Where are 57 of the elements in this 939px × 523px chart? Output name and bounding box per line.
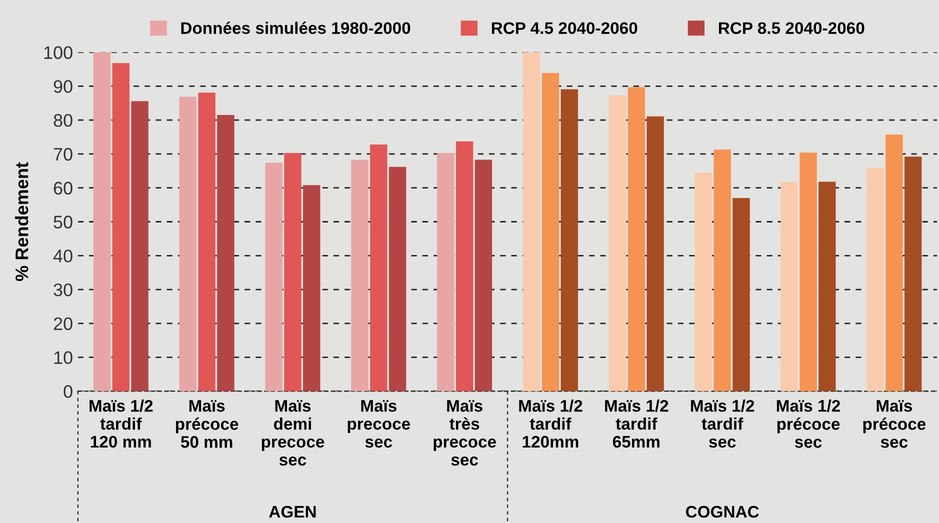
x-tick-label: Maïs demi precoce sec: [262, 400, 324, 466]
legend-label: RCP 8.5 2040-2060: [718, 22, 864, 34]
bar: [646, 116, 664, 392]
y-tick-label: 30: [54, 283, 72, 296]
y-tick-label: 0: [64, 385, 72, 398]
bar: [388, 166, 406, 392]
bar: [560, 89, 578, 392]
bar: [818, 182, 836, 392]
bar: [370, 144, 388, 392]
bar: [628, 87, 645, 392]
bar: [351, 160, 368, 392]
bar: [303, 185, 320, 392]
bar: [904, 156, 922, 392]
y-tick-label: 100: [44, 46, 72, 60]
bar: [93, 52, 111, 392]
bar: [714, 150, 731, 392]
x-tick-label: Maïs 1/2 précoce sec: [776, 400, 840, 448]
y-tick-label: 60: [54, 182, 72, 195]
x-tick-label: Maïs précoce 50 mm: [176, 400, 238, 448]
x-tick-label: Maïs précoce sec: [863, 400, 926, 448]
y-tick-label: 70: [54, 148, 72, 161]
bar: [284, 152, 302, 392]
y-tick-label: 40: [53, 250, 72, 262]
x-tick-label: Maïs 1/2 tardif 120mm: [519, 400, 582, 448]
bar: [474, 160, 492, 392]
y-tick-label: 80: [54, 114, 72, 127]
bar: [437, 152, 454, 392]
bar: [694, 172, 712, 392]
bar: [217, 114, 234, 392]
bar: [732, 198, 750, 392]
x-tick-label: Maïs 1/2 tardif 120 mm: [90, 400, 153, 448]
y-tick-label: 90: [54, 80, 72, 93]
y-tick-label: 10: [54, 351, 72, 364]
bar: [198, 92, 216, 392]
x-tick-label: Maïs 1/2 tardif sec: [691, 400, 754, 448]
y-tick-label: 50: [54, 216, 72, 228]
bar: [886, 134, 903, 392]
y-tick-label: 20: [54, 317, 72, 330]
bar: [456, 141, 474, 392]
legend-label: RCP 4.5 2040-2060: [492, 22, 638, 34]
y-axis-title: % Rendement: [15, 162, 28, 281]
text: COGNAC: [686, 506, 759, 518]
bar: [780, 182, 798, 392]
bar: [131, 101, 148, 392]
bar: [542, 72, 560, 392]
bar: [800, 152, 817, 392]
bar: [112, 63, 130, 392]
bar: [265, 162, 282, 392]
bar: [866, 168, 884, 392]
bar: [179, 96, 197, 392]
x-tick-label: Maïs très precoce sec: [434, 400, 496, 466]
x-tick-label: Maïs 1/2 tardif 65mm: [605, 400, 668, 448]
bar: [522, 52, 540, 392]
x-tick-label: Maïs precoce sec: [348, 400, 410, 448]
text: AGEN: [269, 506, 316, 518]
bar: [608, 95, 626, 392]
legend-label: Données simulées 1980-2000: [181, 22, 410, 34]
